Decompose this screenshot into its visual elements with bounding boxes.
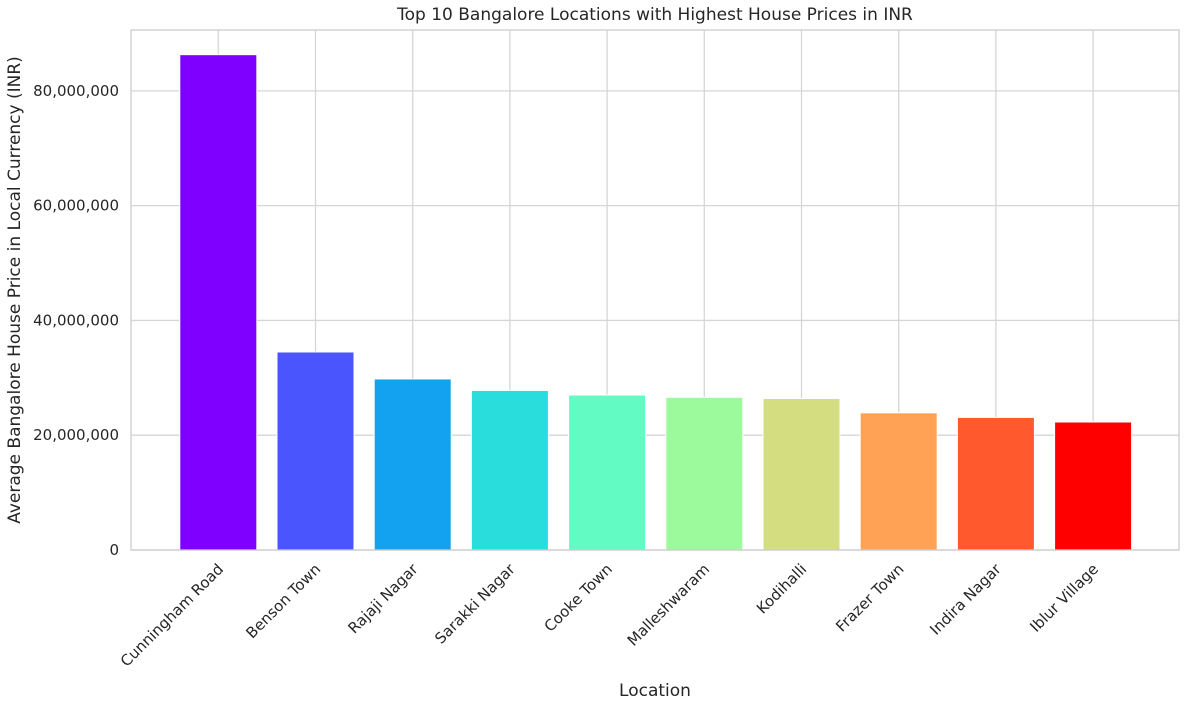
x-tick-label: Malleshwaram xyxy=(624,560,713,649)
bar xyxy=(373,378,452,551)
x-tick-label: Iblur Village xyxy=(1026,560,1102,636)
y-axis-label: Average Bangalore House Price in Local C… xyxy=(5,56,25,524)
x-tick-label: Benson Town xyxy=(242,560,324,642)
bar xyxy=(1054,421,1133,551)
y-tick-label: 60,000,000 xyxy=(33,197,119,215)
x-tick-label: Kodihalli xyxy=(753,560,810,617)
x-axis-label: Location xyxy=(619,681,691,701)
x-tick-label: Frazer Town xyxy=(832,560,907,635)
x-tick-label: Cunningham Road xyxy=(117,560,227,670)
y-tick-label: 40,000,000 xyxy=(33,311,119,329)
y-tick-label: 20,000,000 xyxy=(33,426,119,444)
x-tick-label: Indira Nagar xyxy=(926,560,1005,639)
y-axis-ticks: 0 20,000,000 40,000,000 60,000,000 80,000,00… xyxy=(33,82,119,559)
bar xyxy=(568,394,647,551)
x-axis-ticks: Cunningham Road Benson Town Rajaji Nagar Sa… xyxy=(117,560,1102,671)
chart-title: Top 10 Bangalore Locations with Highest … xyxy=(396,5,913,25)
y-tick-label: 0 xyxy=(109,541,119,559)
bar xyxy=(276,351,355,551)
x-tick-label: Rajaji Nagar xyxy=(344,560,422,638)
plot-frame xyxy=(130,29,1180,551)
x-tick-label: Sarakki Nagar xyxy=(431,560,519,648)
x-tick-label: Cooke Town xyxy=(541,560,616,635)
bar xyxy=(956,416,1035,551)
y-tick-label: 80,000,000 xyxy=(33,82,119,100)
bar xyxy=(665,396,744,551)
bar xyxy=(179,54,258,551)
bars xyxy=(179,54,1133,551)
bar xyxy=(859,412,938,551)
bar xyxy=(762,397,841,551)
bar xyxy=(470,389,549,551)
